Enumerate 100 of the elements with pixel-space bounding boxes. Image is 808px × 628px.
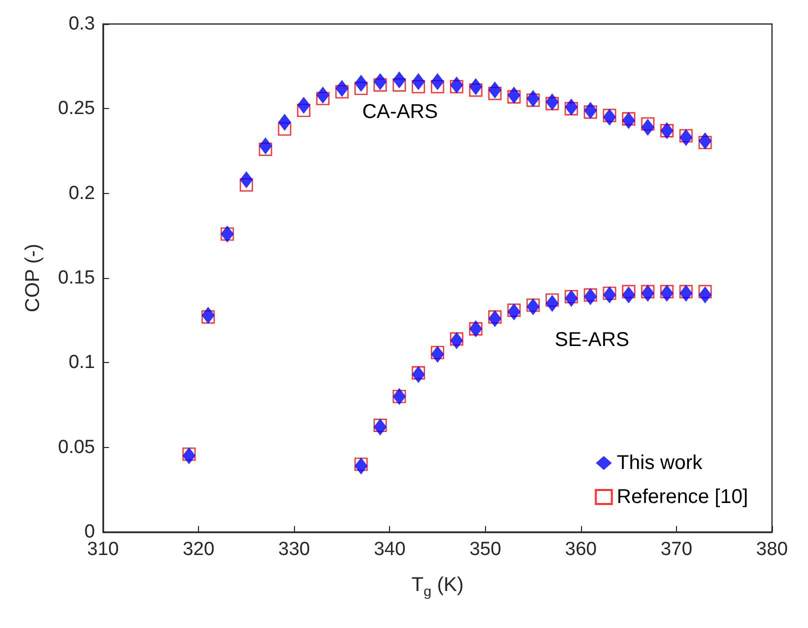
point — [698, 132, 712, 150]
point — [622, 112, 636, 126]
y-tick-label: 0.1 — [68, 352, 95, 374]
point — [546, 96, 559, 110]
point — [679, 129, 693, 142]
point — [584, 288, 597, 306]
point — [430, 80, 444, 94]
legend-label: Reference [10] — [616, 486, 748, 508]
y-tick-label: 0.3 — [68, 14, 95, 34]
point — [354, 82, 368, 95]
point — [278, 114, 292, 131]
point — [431, 346, 444, 363]
point — [240, 178, 254, 192]
point — [182, 447, 196, 461]
point — [584, 105, 598, 119]
point — [374, 73, 387, 90]
point — [603, 108, 616, 126]
point — [488, 82, 502, 99]
x-tick-label: 380 — [756, 539, 788, 560]
point — [412, 366, 426, 380]
y-axis-title: COP (-) — [22, 244, 44, 312]
x-tick-label: 370 — [660, 539, 692, 560]
point — [526, 298, 540, 316]
point — [526, 90, 540, 108]
point — [430, 346, 444, 360]
point — [564, 290, 578, 307]
x-tick-label: 350 — [469, 539, 502, 560]
point — [450, 332, 464, 346]
point — [660, 284, 674, 298]
point — [374, 78, 387, 92]
x-tick-label: 360 — [565, 539, 597, 560]
point — [698, 284, 712, 298]
point — [450, 80, 464, 94]
point — [374, 418, 387, 436]
point — [488, 310, 502, 328]
point — [564, 98, 578, 116]
annotation: SE-ARS — [554, 329, 630, 351]
point — [392, 71, 406, 88]
point — [392, 78, 406, 92]
point — [584, 288, 598, 302]
point — [201, 310, 215, 324]
point — [354, 74, 368, 92]
point — [698, 136, 712, 150]
x-tick-label: 320 — [182, 539, 214, 560]
y-tick-label: 0.05 — [58, 436, 95, 458]
y-tick-label: 0.2 — [68, 182, 95, 204]
point — [258, 137, 272, 154]
point — [182, 447, 196, 464]
point — [546, 294, 559, 312]
point — [622, 286, 636, 304]
point — [602, 108, 616, 122]
point — [469, 83, 482, 97]
point — [450, 76, 464, 94]
x-tick-label: 340 — [374, 539, 406, 560]
point — [258, 142, 272, 156]
point — [641, 117, 654, 131]
point — [469, 78, 482, 96]
point — [354, 458, 368, 471]
point — [240, 171, 253, 188]
point — [546, 293, 559, 307]
point — [641, 284, 654, 302]
point — [335, 80, 348, 97]
point — [660, 284, 674, 302]
point — [297, 104, 310, 118]
point — [297, 96, 310, 114]
point — [507, 303, 520, 320]
point — [354, 457, 368, 474]
point — [507, 304, 521, 317]
point — [316, 86, 330, 104]
point — [641, 118, 654, 136]
point — [507, 86, 520, 104]
point — [698, 286, 712, 304]
legend-label: This work — [616, 452, 704, 474]
point — [679, 284, 693, 298]
point — [526, 298, 540, 312]
point — [412, 80, 426, 94]
point — [488, 310, 502, 324]
point — [602, 286, 616, 300]
point — [622, 112, 636, 130]
point — [679, 284, 692, 302]
point — [679, 128, 692, 146]
point — [450, 332, 464, 350]
point — [488, 86, 502, 100]
point — [412, 73, 425, 90]
annotation: CA-ARS — [362, 101, 438, 123]
point — [374, 418, 387, 432]
point — [603, 286, 616, 304]
point — [431, 73, 444, 90]
point — [546, 93, 559, 110]
point — [335, 85, 349, 98]
y-tick-label: 0.15 — [58, 268, 95, 288]
point — [564, 290, 578, 304]
x-tick-label: 330 — [278, 539, 310, 560]
y-tick-label: 0.25 — [58, 98, 95, 120]
point — [641, 284, 654, 298]
point — [564, 102, 578, 116]
point — [507, 90, 521, 104]
point — [202, 306, 215, 324]
point — [584, 102, 597, 119]
point — [412, 366, 425, 384]
